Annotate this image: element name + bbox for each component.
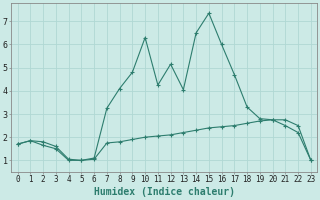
X-axis label: Humidex (Indice chaleur): Humidex (Indice chaleur) [94, 187, 235, 197]
